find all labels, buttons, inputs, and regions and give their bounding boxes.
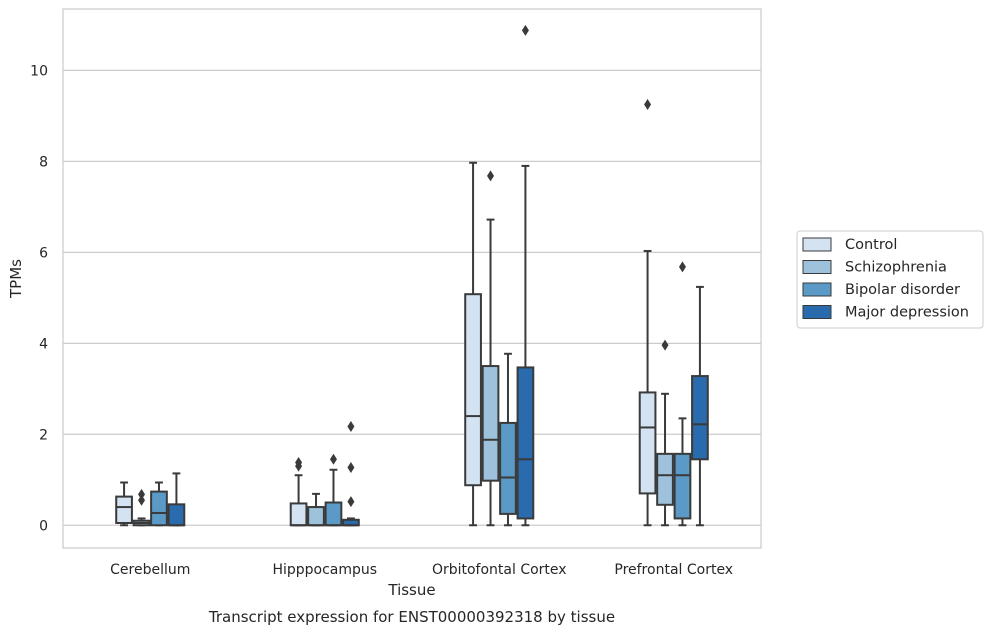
box-iqr: [516, 366, 535, 520]
outlier-point: [644, 99, 652, 111]
outlier-point: [347, 421, 355, 433]
box-group: [638, 99, 657, 527]
box-group: [132, 488, 151, 527]
chart-caption: Transcript expression for ENST0000039231…: [208, 608, 615, 626]
outlier-point: [347, 496, 355, 508]
legend: Control Schizophrenia Bipolar disorder Majo…: [796, 230, 984, 329]
outlier-point: [138, 494, 146, 506]
box-iqr: [307, 506, 325, 527]
box-group: [481, 170, 500, 527]
outlier-point: [329, 453, 337, 465]
box-iqr: [499, 421, 517, 515]
box-group: [167, 472, 186, 527]
box-iqr: [289, 502, 308, 527]
x-tick-label: Hipppocampus: [272, 562, 377, 578]
x-tick-label: Cerebellum: [110, 562, 190, 578]
legend-label: Control: [845, 237, 897, 253]
legend-label: Schizophrenia: [845, 260, 947, 276]
box-iqr: [638, 391, 657, 495]
plot-area-frame: [62, 8, 762, 549]
box-group: [324, 453, 343, 527]
box-group: [516, 24, 535, 527]
boxes: [115, 24, 709, 527]
legend-label: Major depression: [845, 305, 969, 321]
x-tick-labels: Cerebellum Hipppocampus Orbitofontal Corte…: [110, 562, 733, 578]
x-tick-label: Orbitofontal Cortex: [432, 562, 567, 578]
box-group: [307, 492, 325, 527]
box-group: [691, 285, 709, 527]
legend-swatch: [802, 305, 832, 319]
outlier-point: [521, 24, 529, 36]
box-iqr: [673, 452, 692, 520]
box-group: [656, 339, 674, 527]
box-group: [673, 261, 692, 527]
x-tick-label: Prefrontal Cortex: [614, 562, 733, 578]
box-group: [289, 456, 308, 527]
legend-label: Bipolar disorder: [845, 282, 960, 298]
legend-swatch: [802, 237, 832, 252]
y-tick-labels: 0 2 4 6 8 10: [30, 63, 48, 534]
outlier-point: [487, 170, 495, 182]
box-group: [150, 481, 168, 527]
box-iqr: [115, 495, 133, 524]
box-group: [115, 481, 133, 527]
box-group: [464, 161, 482, 527]
outlier-point: [295, 456, 303, 468]
legend-swatch: [802, 282, 832, 297]
y-tick-label: 0: [39, 518, 48, 534]
y-tick-label: 2: [39, 427, 48, 443]
y-tick-label: 8: [39, 154, 48, 170]
box-group: [499, 352, 517, 527]
outlier-point: [661, 339, 669, 351]
y-tick-label: 4: [39, 336, 48, 352]
outlier-point: [138, 488, 146, 500]
x-axis-title: Tissue: [387, 581, 435, 599]
box-iqr: [324, 501, 343, 527]
y-tick-label: 6: [39, 245, 48, 261]
box-iqr: [656, 452, 674, 506]
y-axis-title: TPMs: [7, 259, 25, 299]
y-tick-label: 10: [30, 63, 48, 79]
legend-frame: [796, 230, 984, 329]
box-iqr: [167, 503, 186, 527]
box-iqr: [481, 365, 500, 482]
box-group: [342, 421, 360, 527]
box-iqr: [691, 375, 709, 461]
legend-swatch: [802, 260, 832, 274]
box-iqr: [464, 293, 482, 487]
outlier-point: [678, 261, 686, 273]
box-iqr: [150, 490, 168, 527]
outlier-point: [347, 461, 355, 473]
